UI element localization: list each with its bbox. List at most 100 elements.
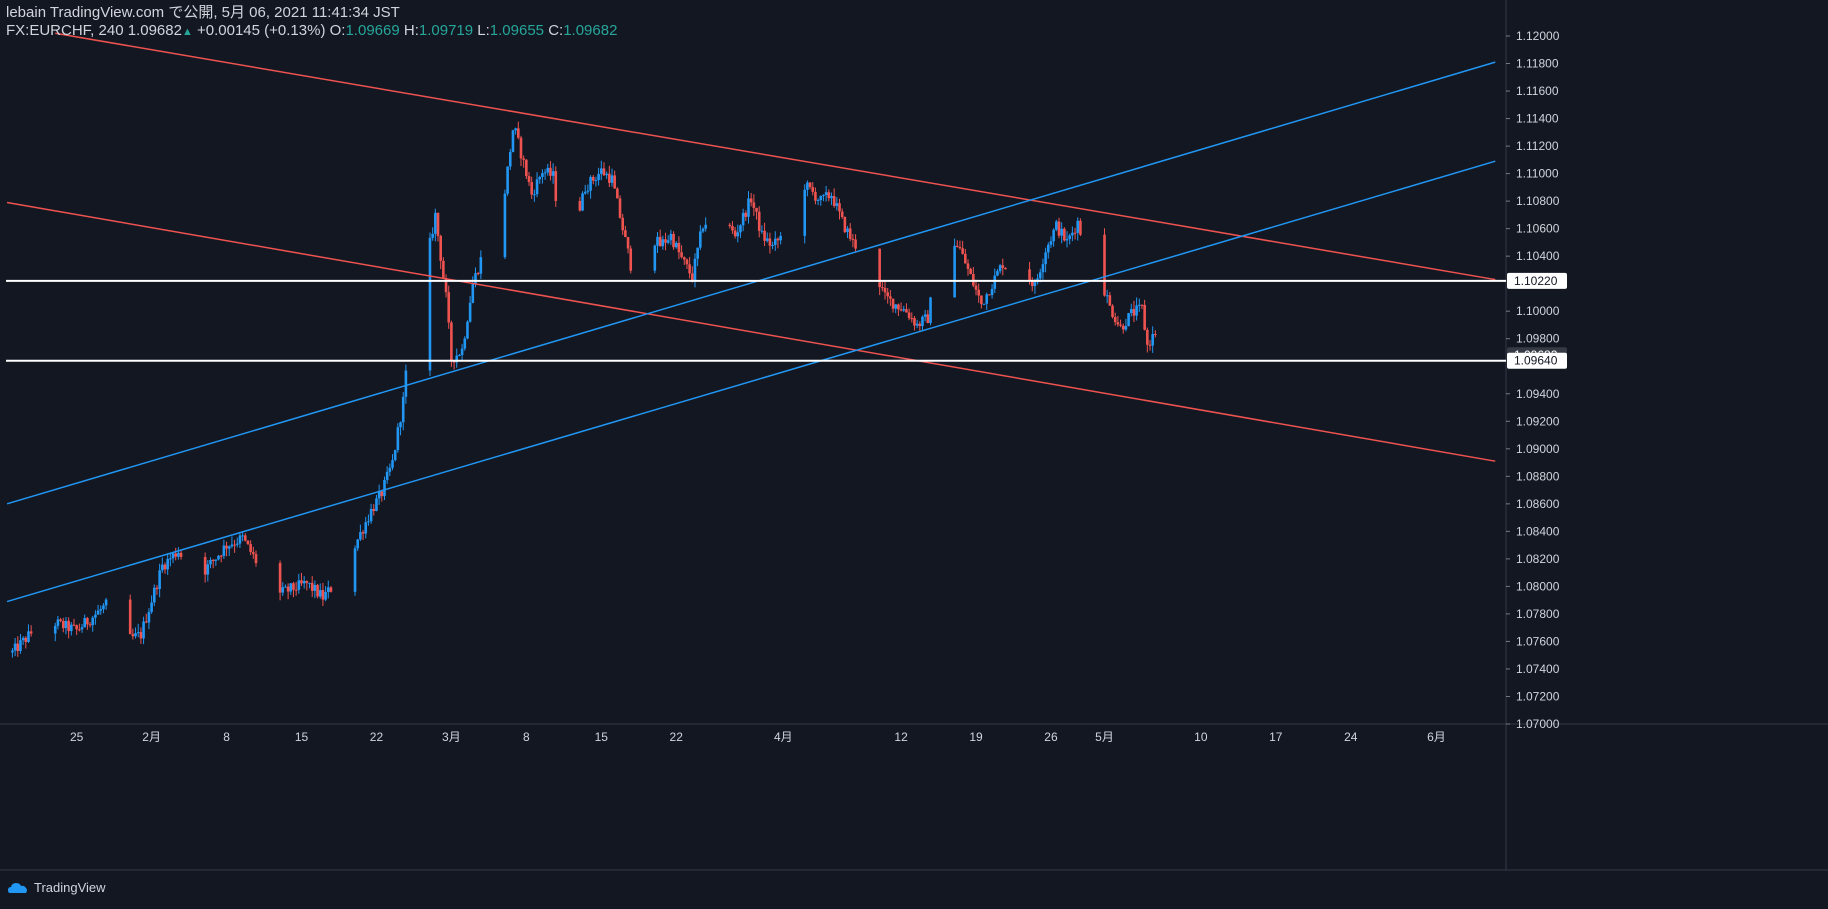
y-tick-label: 1.12000 (1516, 29, 1560, 43)
candle-body (393, 450, 397, 461)
candle-body (955, 245, 959, 248)
candle-body (13, 643, 17, 651)
candle-body (1111, 305, 1114, 318)
candle-body (835, 203, 839, 206)
candle-body (551, 171, 555, 176)
candle-body (447, 292, 451, 323)
candle-body (243, 535, 247, 541)
x-tick-label: 15 (295, 730, 309, 744)
candle-body (64, 620, 68, 629)
candle-body (958, 247, 962, 249)
tradingview-logo[interactable]: TradingView (8, 880, 106, 895)
candle-body (741, 212, 745, 226)
candle-body (150, 602, 153, 612)
candle-body (233, 544, 236, 546)
symbol-label: FX:EURCHF, 240 (6, 22, 124, 39)
candle-body (533, 194, 536, 196)
candle-body (854, 239, 857, 249)
open-label: O: (329, 22, 346, 39)
candle-body (1140, 304, 1144, 306)
candle-body (1154, 334, 1157, 336)
candle-body (80, 627, 84, 630)
candle-body (666, 240, 670, 243)
candle-body (581, 193, 584, 211)
candle-body (104, 599, 108, 606)
candle-body (458, 355, 461, 357)
candle-body (824, 192, 828, 196)
candle-body (629, 248, 633, 271)
candle-body (907, 312, 911, 319)
low-value: 1.09655 (489, 22, 545, 39)
x-tick-label: 5月 (1095, 730, 1114, 744)
candle-body (61, 620, 65, 629)
candle-body (693, 258, 697, 281)
candle-body (289, 583, 293, 592)
candle-body (72, 624, 76, 626)
x-tick-label: 12 (894, 730, 908, 744)
candle-body (674, 242, 678, 248)
candle-body (771, 244, 774, 246)
candle-body (281, 587, 285, 593)
candle-body (923, 314, 927, 317)
candle-body (70, 624, 73, 632)
candle-body (1052, 229, 1055, 242)
candle-body (966, 263, 970, 269)
candle-body (701, 228, 705, 232)
candle-body (29, 631, 33, 634)
candle-body (982, 303, 986, 305)
candle-body (16, 643, 20, 651)
candle-body (1071, 232, 1074, 236)
candle-body (310, 582, 314, 591)
publish-info: lebain TradingView.com で公開, 5月 06, 2021 … (6, 4, 400, 21)
candle-body (86, 618, 89, 625)
candle-body (1116, 322, 1120, 325)
candle-body (324, 591, 327, 600)
candle-body (624, 230, 627, 238)
candle-body (519, 137, 523, 159)
candle-body (19, 640, 22, 651)
candle-body (442, 260, 445, 278)
candle-body (514, 128, 517, 131)
candle-body (814, 191, 817, 201)
candle-body (380, 491, 384, 497)
trend-line-blue-upper (6, 61, 1496, 505)
candle-body (476, 273, 480, 275)
x-tick-label: 17 (1269, 730, 1283, 744)
candle-body (318, 590, 322, 597)
candle-body (883, 287, 887, 293)
y-tick-label: 1.11800 (1516, 57, 1559, 71)
candle-body (886, 292, 889, 297)
candle-body (161, 564, 164, 571)
x-tick-label: 19 (969, 730, 983, 744)
x-tick-label: 3月 (442, 730, 461, 744)
candle-body (1055, 221, 1058, 230)
y-tick-label: 1.09000 (1516, 442, 1560, 456)
candle-body (953, 245, 956, 298)
candle-body (1041, 264, 1045, 273)
candle-body (326, 587, 330, 592)
candle-body (977, 289, 980, 296)
open-value: 1.09669 (345, 22, 400, 39)
high-label: H: (403, 22, 419, 39)
candle-body (653, 245, 657, 271)
candle-body (988, 294, 991, 296)
candle-body (1127, 313, 1130, 327)
y-tick-label: 1.11000 (1516, 167, 1559, 181)
candle-body (94, 614, 97, 618)
candle-body (308, 582, 311, 584)
candle-body (356, 539, 360, 549)
candle-body (511, 130, 515, 153)
candle-body (305, 581, 309, 583)
x-tick-label: 25 (70, 730, 84, 744)
y-tick-label: 1.10800 (1516, 194, 1560, 208)
y-tick-label: 1.09800 (1516, 332, 1560, 346)
y-tick-label: 1.11400 (1516, 112, 1559, 126)
candle-body (803, 189, 807, 236)
candle-body (444, 277, 448, 293)
candle-body (1119, 324, 1122, 326)
ohlc-line: FX:EURCHF, 240 1.09682▲ +0.00145 (+0.13%… (6, 22, 617, 41)
candle-body (353, 548, 357, 592)
candle-body (471, 283, 475, 303)
candle-body (768, 238, 772, 246)
